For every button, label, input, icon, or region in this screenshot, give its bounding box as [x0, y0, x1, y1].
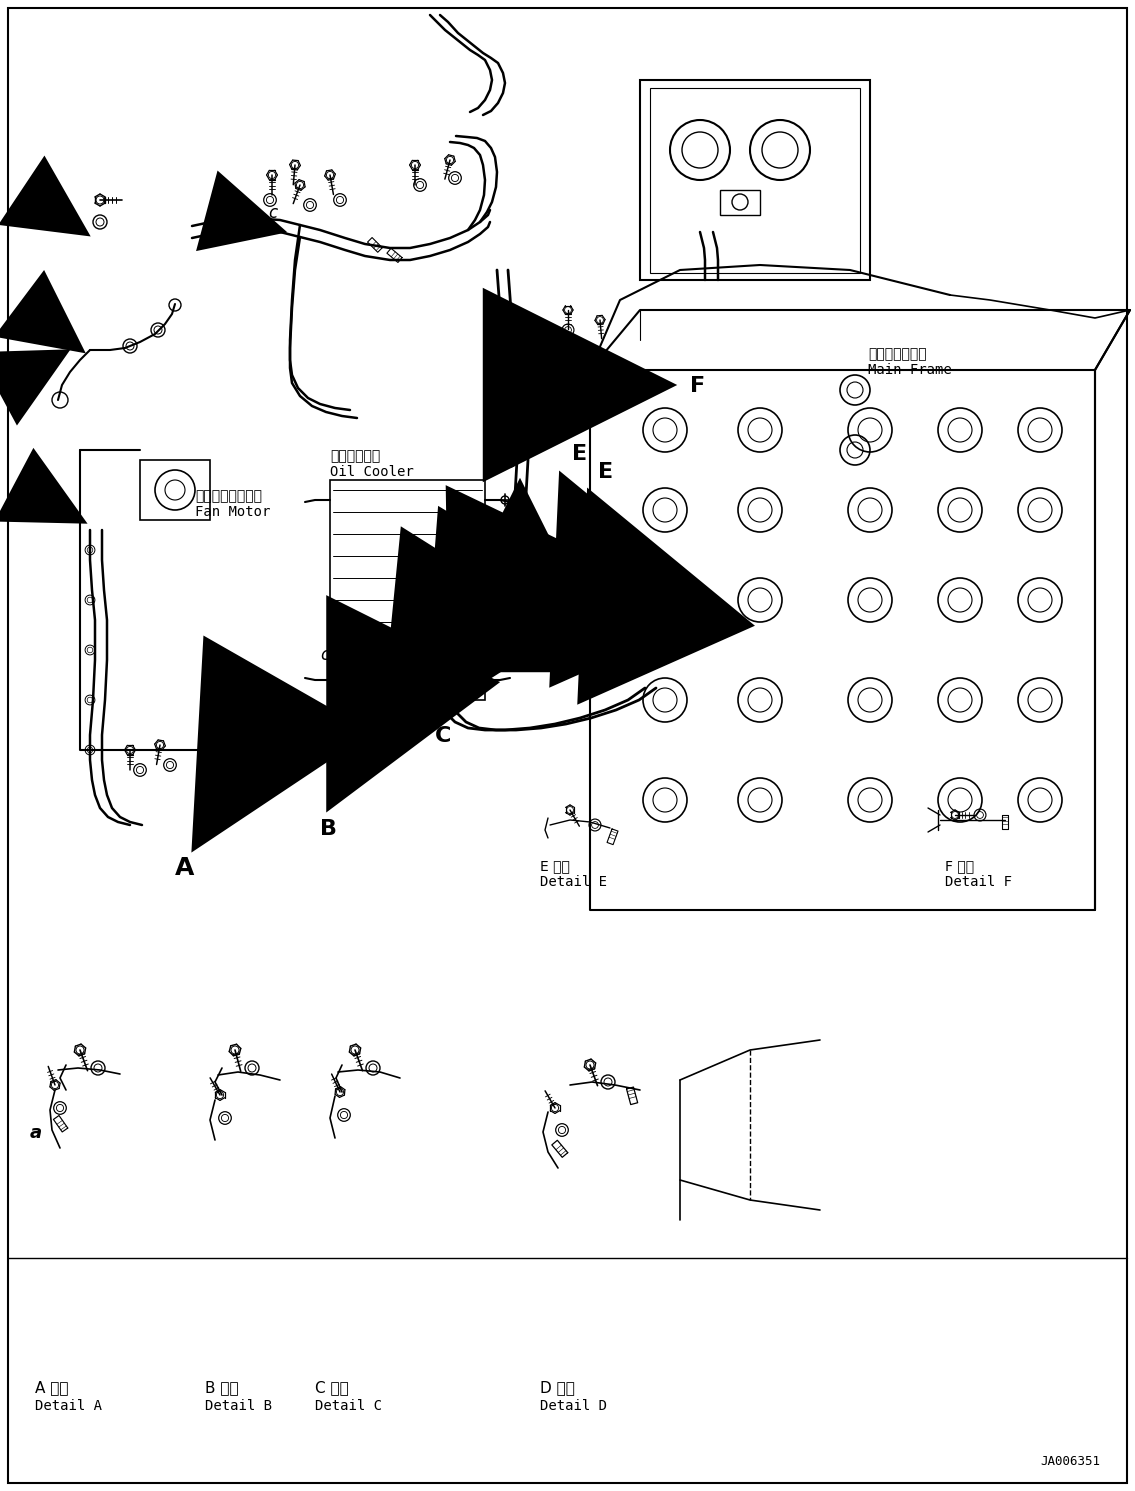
Text: c: c	[320, 646, 329, 663]
Text: Detail C: Detail C	[316, 1399, 382, 1413]
Text: b: b	[54, 497, 68, 514]
Text: A 詳細: A 詳細	[35, 1381, 68, 1396]
Text: C: C	[365, 746, 381, 766]
Text: メインフレーム: メインフレーム	[868, 347, 926, 361]
Text: オイルクーラ: オイルクーラ	[330, 449, 380, 464]
Text: Detail D: Detail D	[540, 1399, 607, 1413]
Bar	[640, 81, 871, 280]
Text: Detail E: Detail E	[540, 875, 607, 889]
Text: a: a	[30, 1124, 42, 1142]
Text: a: a	[48, 321, 60, 338]
Bar	[650, 88, 860, 273]
Text: Fan Motor: Fan Motor	[195, 505, 270, 519]
Text: Main Frame: Main Frame	[868, 362, 952, 377]
Text: B: B	[320, 819, 337, 839]
Text: E: E	[598, 462, 613, 482]
Text: C 詳細: C 詳細	[316, 1381, 348, 1396]
Text: D: D	[501, 452, 519, 473]
Text: E: E	[572, 444, 587, 464]
Text: F 詳細: F 詳細	[945, 859, 974, 874]
Text: Detail F: Detail F	[945, 875, 1012, 889]
Text: b: b	[54, 204, 68, 222]
Text: JA006351: JA006351	[1040, 1455, 1100, 1469]
Text: F: F	[690, 376, 705, 397]
Text: Detail B: Detail B	[205, 1399, 272, 1413]
Bar	[140, 461, 210, 520]
Text: D 詳細: D 詳細	[540, 1381, 574, 1396]
Text: A: A	[175, 856, 194, 880]
Text: Oil Cooler: Oil Cooler	[330, 465, 414, 479]
Text: c: c	[268, 204, 277, 222]
Bar	[720, 189, 760, 215]
Text: B 詳細: B 詳細	[205, 1381, 238, 1396]
Text: E 詳細: E 詳細	[540, 859, 570, 874]
Text: インファンモータ: インファンモータ	[195, 489, 262, 502]
Bar	[330, 480, 485, 699]
Text: C: C	[435, 726, 452, 746]
Text: Detail A: Detail A	[35, 1399, 102, 1413]
